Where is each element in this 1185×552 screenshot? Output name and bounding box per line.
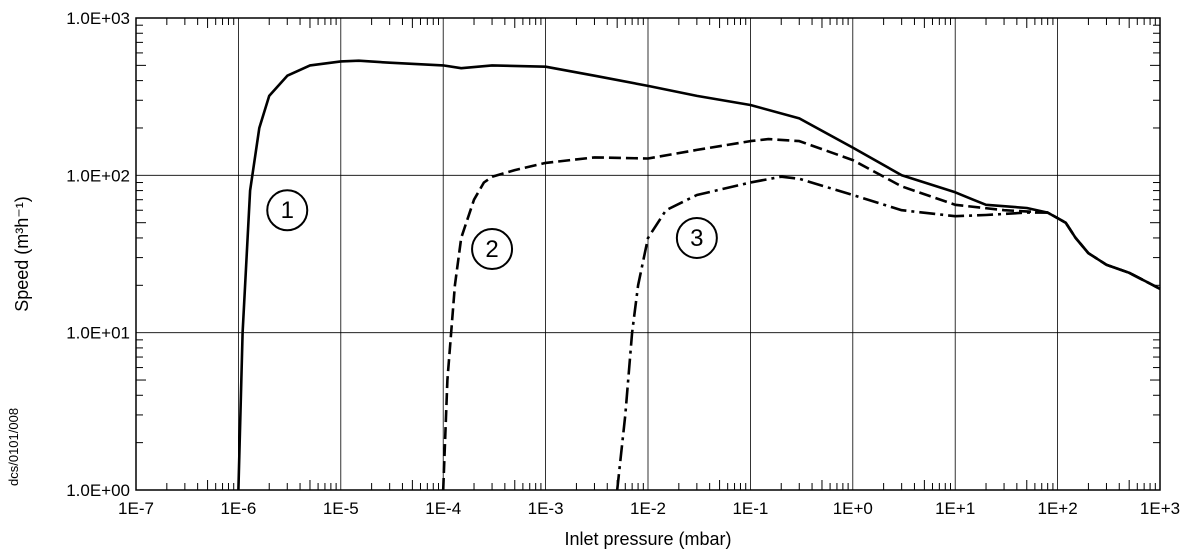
y-tick-labels: 1.0E+00 1.0E+01 1.0E+02 1.0E+03 bbox=[66, 9, 130, 500]
y-axis-title: Speed (m³h⁻¹) bbox=[12, 196, 32, 312]
y-tick-label: 1.0E+01 bbox=[66, 324, 130, 343]
series-line-2 bbox=[441, 137, 1161, 491]
x-tick-labels: 1E-7 1E-6 1E-5 1E-4 1E-3 1E-2 1E-1 1E+0 1E+1 1E+2… bbox=[118, 499, 1180, 518]
x-tick-label: 1E-3 bbox=[528, 499, 564, 518]
x-tick-label: 1E+2 bbox=[1038, 499, 1078, 518]
curve-labels: 1 2 3 bbox=[266, 189, 718, 271]
curve-label-text: 3 bbox=[690, 225, 703, 252]
x-axis-title: Inlet pressure (mbar) bbox=[564, 529, 731, 549]
x-tick-label: 1E-5 bbox=[323, 499, 359, 518]
x-tick-label: 1E-2 bbox=[630, 499, 666, 518]
curve-label-circle bbox=[266, 189, 309, 232]
series-line-3 bbox=[615, 175, 1161, 491]
x-tick-label: 1E+1 bbox=[935, 499, 975, 518]
curve-label-text: 1 bbox=[281, 197, 294, 224]
curve-label-text: 2 bbox=[485, 236, 498, 263]
x-tick-label: 1E+3 bbox=[1140, 499, 1180, 518]
x-tick-label: 1E+0 bbox=[833, 499, 873, 518]
x-tick-label: 1E-6 bbox=[220, 499, 256, 518]
y-tick-label: 1.0E+00 bbox=[66, 481, 130, 500]
y-tick-label: 1.0E+03 bbox=[66, 9, 130, 28]
x-tick-label: 1E-7 bbox=[118, 499, 154, 518]
series-layer bbox=[237, 59, 1161, 491]
x-tick-label: 1E-1 bbox=[732, 499, 768, 518]
curve-label-circle bbox=[675, 216, 718, 259]
minor-ticks bbox=[136, 18, 1160, 490]
y-tick-label: 1.0E+02 bbox=[66, 166, 130, 185]
grid-lines bbox=[136, 18, 1160, 490]
document-code: dcs/0101/008 bbox=[6, 408, 21, 486]
x-tick-label: 1E-4 bbox=[425, 499, 461, 518]
curve-label-circle bbox=[471, 228, 514, 271]
plot-frame bbox=[135, 17, 1161, 491]
